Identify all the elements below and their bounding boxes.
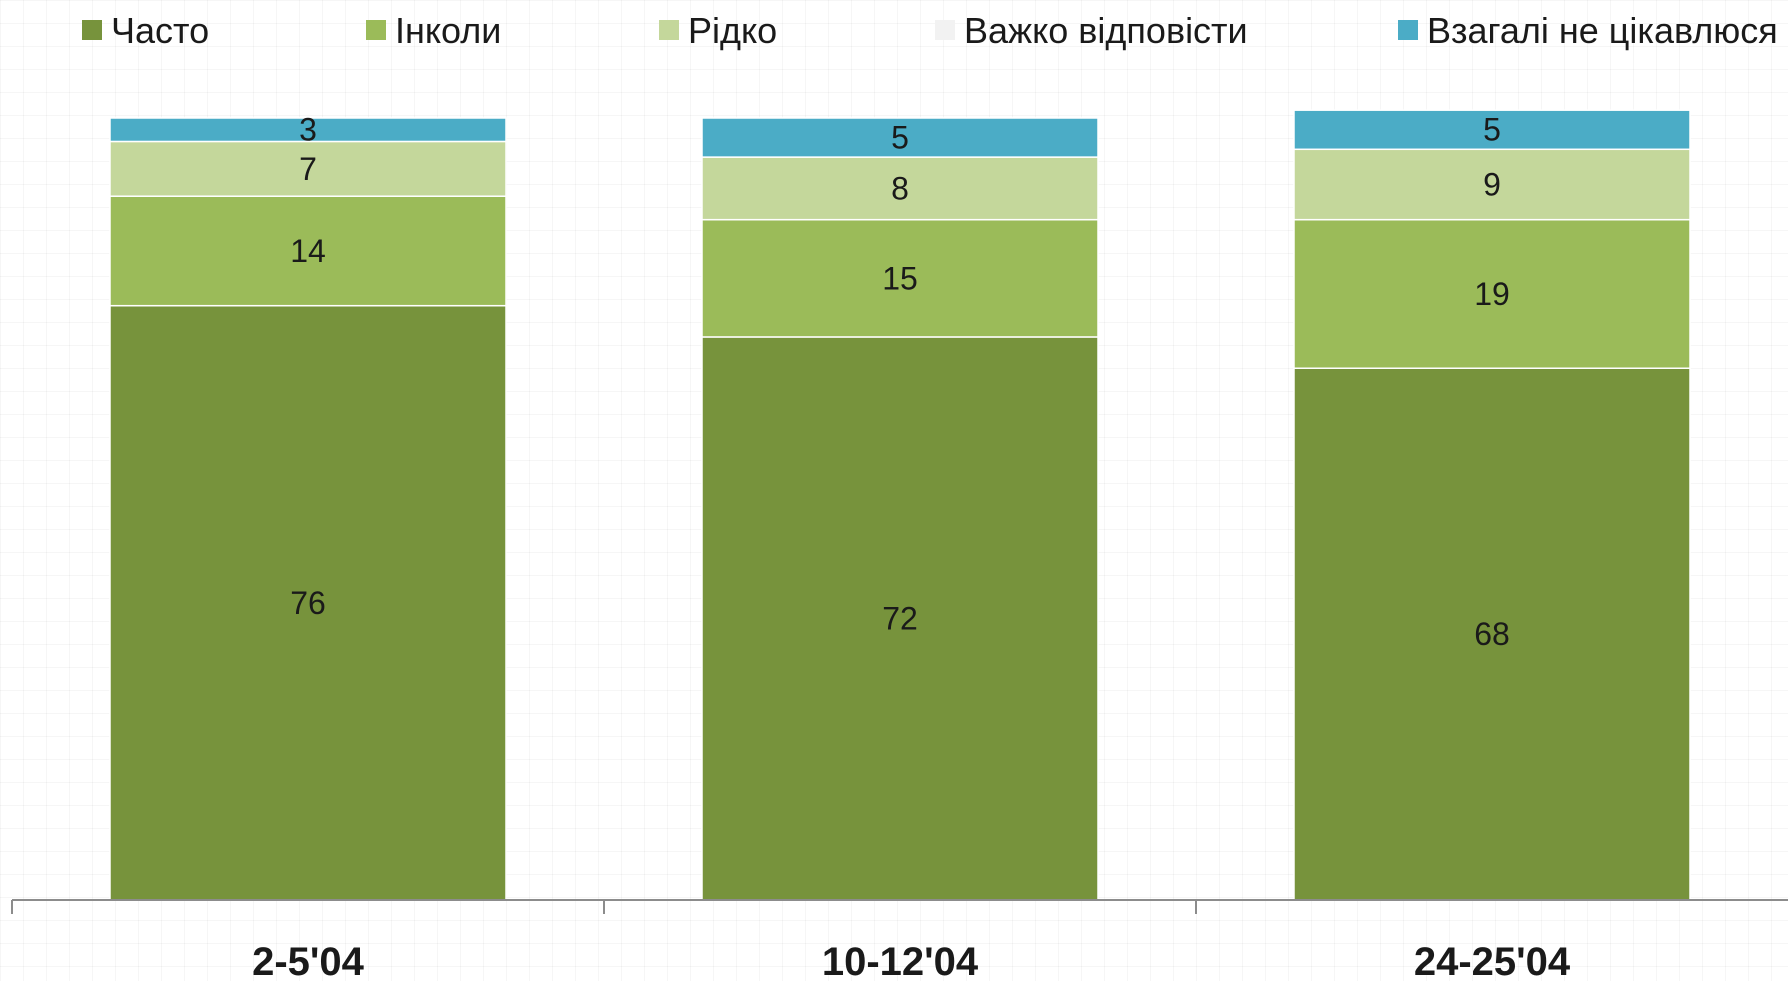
x-tick-label: 10-12'04	[822, 940, 979, 981]
bar-segment	[701, 218, 1099, 338]
bar-segment	[1293, 109, 1691, 151]
legend: Часто Інколи Рідко Важко відповісти Взагалі …	[82, 10, 1778, 51]
legend-item: Важко відповісти	[935, 10, 1248, 51]
bar-segment	[109, 117, 507, 143]
x-axis: 2-5'04 10-12'04 24-25'04	[11, 899, 1788, 981]
data-label: 76	[290, 585, 326, 621]
legend-item: Взагалі не цікавлюся	[1398, 10, 1778, 51]
data-label: 5	[891, 120, 909, 156]
x-tick-label: 24-25'04	[1414, 940, 1571, 981]
data-label: 3	[299, 112, 317, 148]
legend-label: Рідко	[688, 10, 777, 51]
bar-segment	[701, 336, 1099, 901]
data-label: 72	[882, 600, 918, 636]
data-label: 14	[290, 233, 326, 269]
legend-swatch	[935, 20, 955, 40]
bar-segment	[1293, 218, 1691, 369]
data-label: 8	[891, 170, 909, 206]
data-labels: 76 14 73 72 15 8 5 68 19 9 5	[290, 112, 1510, 652]
legend-label: Взагалі не цікавлюся	[1427, 10, 1778, 51]
bar-segment	[701, 117, 1099, 158]
legend-swatch	[659, 20, 679, 40]
bar-segment	[109, 304, 507, 901]
legend-label: Важко відповісти	[964, 10, 1248, 51]
legend-label: Інколи	[395, 10, 501, 51]
data-label: 5	[1483, 112, 1501, 148]
bar-segment	[701, 156, 1099, 221]
data-label: 7	[299, 151, 317, 187]
data-label: 19	[1474, 276, 1510, 312]
legend-item: Рідко	[659, 10, 777, 51]
data-label: 68	[1474, 616, 1510, 652]
bar-segment	[1293, 367, 1691, 901]
legend-item: Інколи	[366, 10, 501, 51]
data-label: 15	[882, 260, 918, 296]
bar-segment	[109, 195, 507, 307]
legend-label: Часто	[111, 10, 209, 51]
legend-swatch	[366, 20, 386, 40]
data-label: 9	[1483, 166, 1501, 202]
x-tick-label: 2-5'04	[252, 940, 365, 981]
bars	[109, 109, 1691, 901]
legend-swatch	[1398, 20, 1418, 40]
legend-item: Часто	[82, 10, 209, 51]
legend-swatch	[82, 20, 102, 40]
